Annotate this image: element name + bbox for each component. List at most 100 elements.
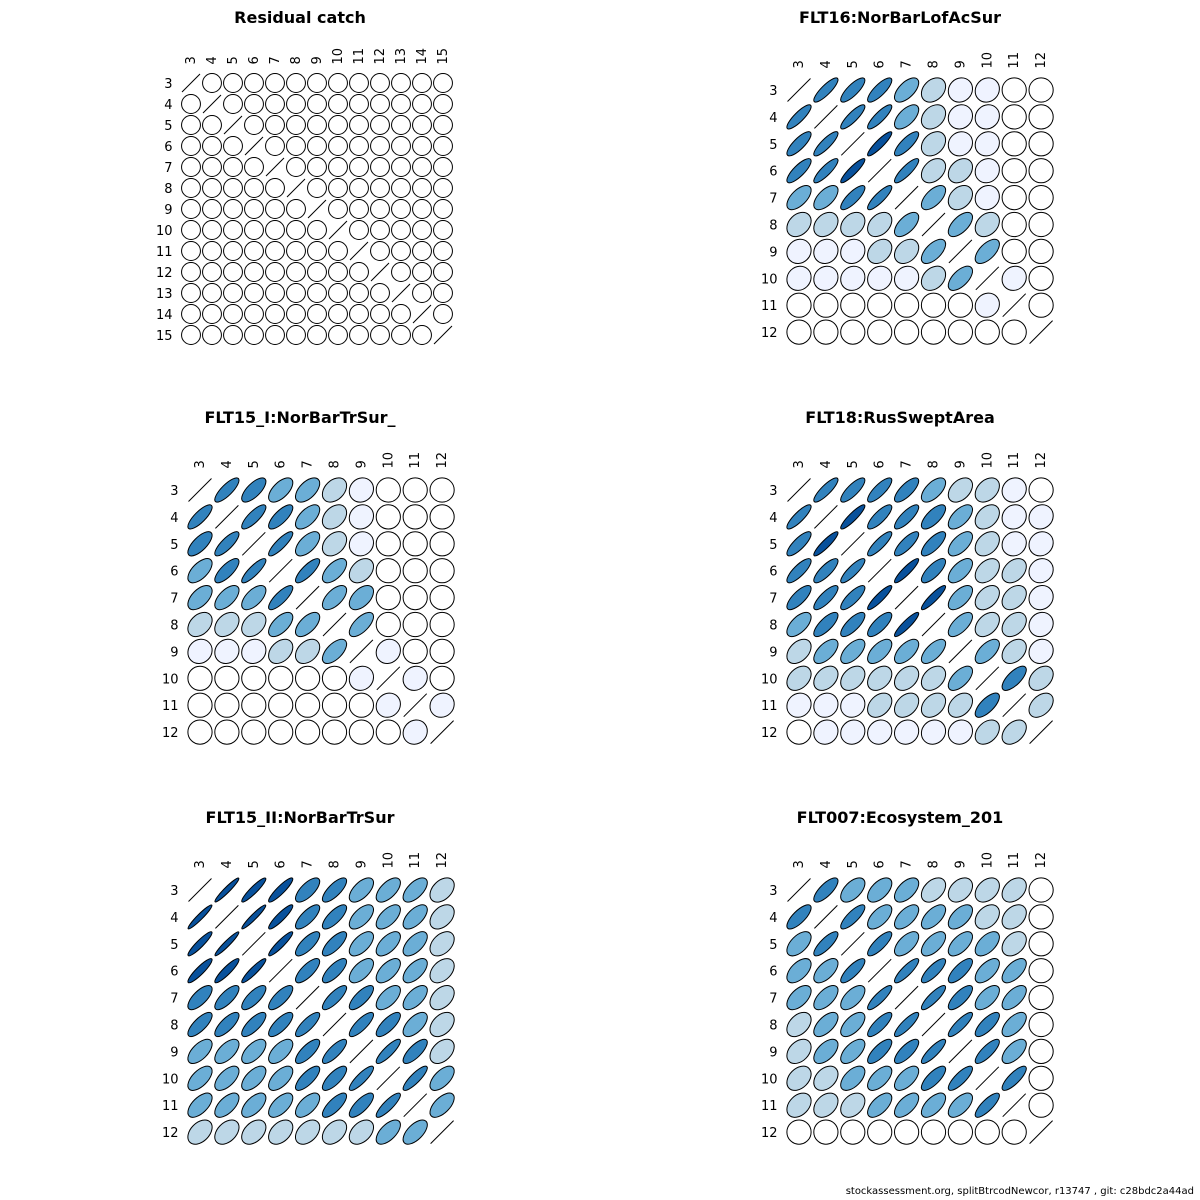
correlation-cell bbox=[920, 131, 947, 157]
correlation-cell bbox=[813, 611, 839, 638]
correlation-cell bbox=[974, 931, 1000, 957]
correlation-cell bbox=[813, 1119, 839, 1145]
correlation-cell bbox=[1001, 319, 1027, 345]
correlation-cell bbox=[920, 877, 947, 903]
correlation-cell bbox=[265, 199, 285, 219]
correlation-cell bbox=[187, 719, 213, 745]
correlation-cell bbox=[214, 1038, 240, 1065]
correlation-cell bbox=[375, 904, 401, 930]
correlation-cell bbox=[1028, 477, 1054, 503]
column-label: 3 bbox=[792, 860, 807, 868]
correlation-cell bbox=[974, 292, 1000, 318]
correlation-cell bbox=[1028, 158, 1054, 184]
correlation-cell bbox=[241, 958, 267, 984]
correlation-cell bbox=[307, 283, 327, 303]
correlation-cell bbox=[181, 283, 201, 303]
correlation-cell bbox=[214, 665, 240, 691]
correlation-cell bbox=[391, 199, 411, 219]
correlation-cell bbox=[375, 638, 401, 665]
correlation-cell bbox=[786, 238, 812, 265]
correlation-cell bbox=[349, 94, 369, 114]
correlation-cell bbox=[813, 292, 839, 318]
row-label: 11 bbox=[156, 245, 173, 260]
correlation-cell bbox=[268, 477, 294, 503]
correlation-cell bbox=[412, 325, 432, 345]
correlation-cell bbox=[813, 131, 839, 157]
diagonal-mark bbox=[787, 78, 811, 102]
correlation-cell bbox=[1028, 184, 1054, 211]
column-label: 7 bbox=[900, 60, 915, 68]
correlation-cell bbox=[348, 1092, 375, 1118]
correlation-cell bbox=[375, 877, 401, 903]
correlation-cell bbox=[813, 877, 839, 903]
column-label: 5 bbox=[846, 60, 861, 68]
correlation-cell bbox=[370, 325, 390, 345]
row-label: 4 bbox=[769, 511, 777, 526]
diagonal-mark bbox=[840, 131, 865, 156]
correlation-cell bbox=[349, 115, 369, 135]
correlation-cell bbox=[370, 199, 390, 219]
correlation-cell bbox=[840, 477, 866, 503]
correlation-cell bbox=[840, 504, 866, 530]
correlation-cell bbox=[187, 904, 213, 930]
correlation-cell bbox=[429, 1092, 455, 1118]
correlation-cell bbox=[214, 719, 240, 745]
correlation-cell bbox=[813, 477, 839, 503]
correlation-cell bbox=[920, 1092, 947, 1118]
correlation-cell bbox=[786, 984, 812, 1011]
correlation-cell bbox=[867, 184, 893, 211]
column-label: 5 bbox=[226, 56, 241, 64]
column-label: 4 bbox=[205, 56, 220, 64]
correlation-cell bbox=[402, 638, 428, 665]
correlation-cell bbox=[1001, 477, 1027, 503]
correlation-cell bbox=[265, 178, 285, 198]
row-label: 11 bbox=[761, 1099, 778, 1114]
diagonal-mark bbox=[1029, 720, 1053, 744]
correlation-cell bbox=[321, 1065, 348, 1091]
correlation-cell bbox=[1028, 1011, 1054, 1038]
correlation-cell bbox=[786, 584, 812, 611]
diagonal-mark bbox=[412, 304, 432, 324]
row-label: 3 bbox=[769, 884, 777, 899]
correlation-cell bbox=[241, 1092, 267, 1118]
column-label: 9 bbox=[953, 460, 968, 468]
correlation-cell bbox=[214, 877, 240, 903]
row-label: 6 bbox=[170, 965, 178, 980]
correlation-cell bbox=[947, 104, 974, 130]
correlation-cell bbox=[429, 692, 455, 718]
correlation-cell bbox=[786, 692, 812, 718]
diagonal-mark bbox=[430, 720, 454, 744]
correlation-cell bbox=[840, 1065, 866, 1091]
correlation-cell bbox=[786, 131, 812, 157]
correlation-cell bbox=[1028, 558, 1054, 584]
correlation-cell bbox=[375, 477, 401, 503]
correlation-cell bbox=[1028, 211, 1054, 238]
correlation-cell bbox=[307, 241, 327, 261]
diagonal-mark bbox=[814, 505, 838, 529]
correlation-cell bbox=[294, 611, 321, 638]
correlation-cell bbox=[294, 719, 321, 745]
row-label: 5 bbox=[170, 938, 178, 953]
correlation-cell bbox=[286, 94, 306, 114]
correlation-cell bbox=[328, 178, 348, 198]
correlation-cell bbox=[786, 104, 812, 130]
correlation-cell bbox=[265, 73, 285, 93]
correlation-cell bbox=[1001, 931, 1027, 957]
correlation-cell bbox=[433, 262, 453, 282]
correlation-cell bbox=[321, 558, 348, 584]
diagonal-mark bbox=[948, 639, 973, 664]
correlation-cell bbox=[402, 1038, 428, 1065]
correlation-cell bbox=[348, 984, 375, 1011]
correlation-cell bbox=[1028, 1038, 1054, 1065]
correlation-cell bbox=[867, 77, 893, 103]
correlation-cell bbox=[402, 504, 428, 530]
correlation-cell bbox=[1028, 238, 1054, 265]
correlation-cell bbox=[1001, 584, 1027, 611]
correlation-cell bbox=[947, 984, 974, 1011]
correlation-cell bbox=[867, 319, 893, 345]
correlation-cell bbox=[433, 115, 453, 135]
correlation-cell bbox=[920, 104, 947, 130]
correlation-cell bbox=[1001, 184, 1027, 211]
correlation-cell bbox=[429, 584, 455, 611]
correlation-cell bbox=[433, 178, 453, 198]
